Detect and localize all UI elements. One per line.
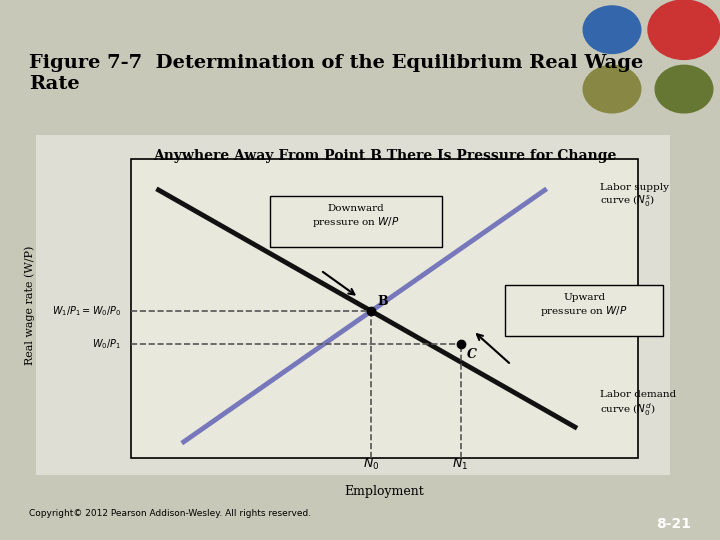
Circle shape [583,65,641,113]
Text: $N_0$: $N_0$ [363,457,379,472]
Text: Figure 7-7  Determination of the Equilibrium Real Wage
Rate: Figure 7-7 Determination of the Equilibr… [29,54,643,93]
Text: Copyright© 2012 Pearson Addison-Wesley. All rights reserved.: Copyright© 2012 Pearson Addison-Wesley. … [29,509,311,518]
Text: Anywhere Away From Point B There Is Pressure for Change: Anywhere Away From Point B There Is Pres… [153,148,616,163]
Circle shape [648,0,720,59]
Circle shape [583,6,641,53]
Text: Labor demand
curve ($N_0^d$): Labor demand curve ($N_0^d$) [600,390,676,418]
Text: Labor supply
curve ($N_0^s$): Labor supply curve ($N_0^s$) [600,183,669,209]
Text: C: C [467,348,477,361]
FancyBboxPatch shape [505,285,663,336]
Text: $W_1/P_1=W_0/P_0$: $W_1/P_1=W_0/P_0$ [52,304,122,318]
FancyBboxPatch shape [271,196,441,247]
Text: Real wage rate (W/P): Real wage rate (W/P) [24,245,35,365]
Text: 8-21: 8-21 [656,517,690,531]
Text: Downward
pressure on $W/P$: Downward pressure on $W/P$ [312,204,400,229]
Text: $N_1$: $N_1$ [452,457,469,472]
FancyBboxPatch shape [131,159,638,458]
Circle shape [655,65,713,113]
Text: $W_0/P_1$: $W_0/P_1$ [92,338,122,352]
Text: Employment: Employment [345,485,424,498]
Text: Upward
pressure on $W/P$: Upward pressure on $W/P$ [540,293,628,318]
Text: B: B [377,295,388,308]
